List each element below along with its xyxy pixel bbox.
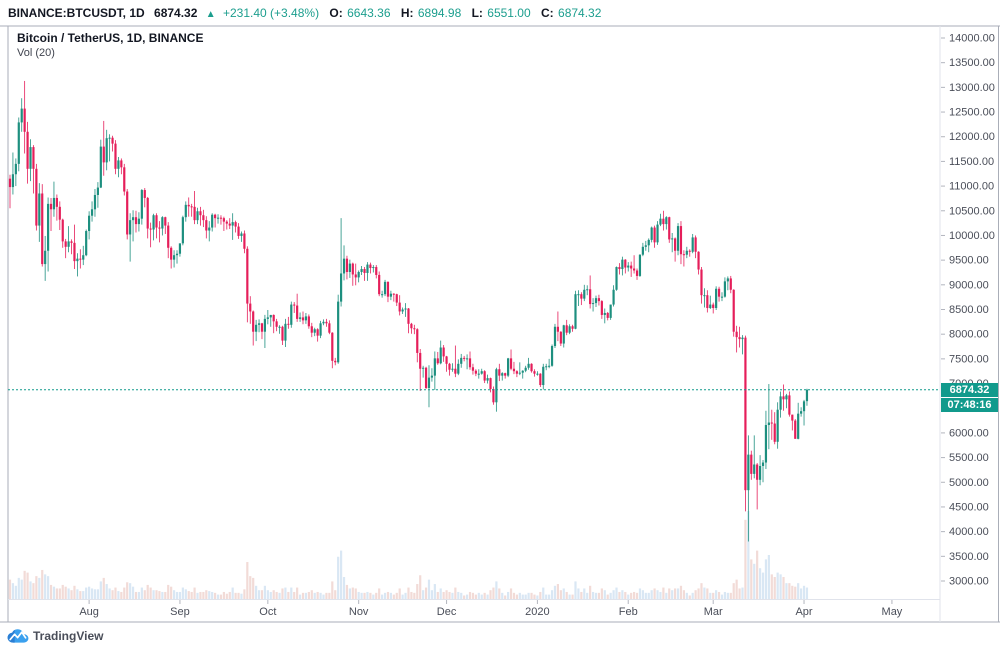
- svg-text:14000.00: 14000.00: [949, 33, 995, 45]
- svg-text:Sep: Sep: [170, 606, 190, 618]
- last-price: 6874.32: [154, 6, 198, 20]
- svg-text:4500.00: 4500.00: [949, 501, 989, 513]
- close-label: C:: [541, 6, 554, 20]
- chart-legend: Bitcoin / TetherUS, 1D, BINANCE Vol (20): [17, 31, 203, 61]
- svg-text:Aug: Aug: [79, 606, 99, 618]
- svg-text:Nov: Nov: [349, 606, 369, 618]
- svg-text:10500.00: 10500.00: [949, 205, 995, 217]
- svg-text:5500.00: 5500.00: [949, 452, 989, 464]
- svg-text:3000.00: 3000.00: [949, 576, 989, 588]
- time-axis[interactable]: Aug Sep Oct Nov Dec 2020 Feb Mar Apr May: [79, 600, 903, 618]
- low-value: 6551.00: [487, 6, 531, 20]
- close-value: 6874.32: [558, 6, 602, 20]
- svg-text:12000.00: 12000.00: [949, 131, 995, 143]
- svg-text:May: May: [882, 606, 903, 618]
- svg-text:3500.00: 3500.00: [949, 551, 989, 563]
- price-up-arrow-icon: ▲: [205, 9, 216, 20]
- svg-text:10000.00: 10000.00: [949, 230, 995, 242]
- low-label: L:: [471, 6, 483, 20]
- candles: [8, 80, 809, 542]
- svg-text:2020: 2020: [525, 606, 549, 618]
- price-change: +231.40 (+3.48%): [223, 6, 320, 20]
- svg-text:7500.00: 7500.00: [949, 353, 989, 365]
- volume-bars: [8, 511, 809, 599]
- svg-text:8000.00: 8000.00: [949, 329, 989, 341]
- open-value: 6643.36: [347, 6, 391, 20]
- high-label: H:: [400, 6, 414, 20]
- svg-text:9500.00: 9500.00: [949, 255, 989, 267]
- svg-text:Feb: Feb: [619, 606, 638, 618]
- svg-text:11000.00: 11000.00: [949, 181, 994, 193]
- last-price-badge: 6874.32: [941, 382, 998, 397]
- bar-countdown-badge: 07:48:16: [941, 397, 998, 412]
- open-label: O:: [329, 6, 343, 20]
- tradingview-cloud-icon: [7, 629, 29, 643]
- svg-text:13000.00: 13000.00: [949, 82, 995, 94]
- high-value: 6894.98: [417, 6, 462, 20]
- svg-text:Dec: Dec: [437, 606, 457, 618]
- svg-text:9000.00: 9000.00: [949, 279, 989, 291]
- legend-series-title[interactable]: Bitcoin / TetherUS, 1D, BINANCE: [17, 31, 204, 45]
- symbol-info-bar: BINANCE:BTCUSDT, 1D 6874.32 ▲ +231.40 (+…: [8, 4, 601, 22]
- svg-text:Apr: Apr: [795, 606, 812, 618]
- svg-text:Mar: Mar: [704, 606, 723, 618]
- svg-text:4000.00: 4000.00: [949, 526, 989, 538]
- symbol-ticker: BINANCE:BTCUSDT, 1D: [8, 6, 145, 20]
- svg-text:12500.00: 12500.00: [949, 107, 995, 119]
- svg-text:13500.00: 13500.00: [949, 57, 995, 69]
- svg-text:8500.00: 8500.00: [949, 304, 989, 316]
- tradingview-logo-text: TradingView: [33, 629, 104, 643]
- tradingview-logo[interactable]: TradingView: [7, 629, 103, 643]
- svg-text:5000.00: 5000.00: [949, 477, 989, 489]
- legend-volume-indicator[interactable]: Vol (20): [17, 47, 55, 59]
- svg-text:11500.00: 11500.00: [949, 156, 994, 168]
- svg-text:6000.00: 6000.00: [949, 427, 989, 439]
- price-axis[interactable]: 14000.00 13500.00 13000.00 12500.00 12000.00…: [941, 33, 995, 588]
- svg-text:Oct: Oct: [259, 606, 276, 618]
